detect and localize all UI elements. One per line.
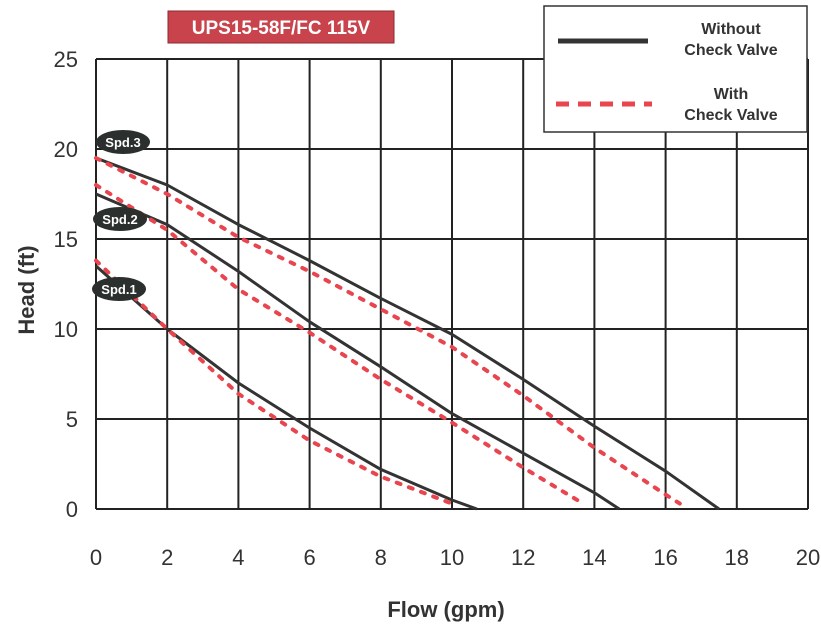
speed-label-3-text: Spd.3 bbox=[105, 135, 140, 150]
curve-with-check-valve-spd3 bbox=[94, 156, 682, 506]
speed-label-1-text: Spd.1 bbox=[101, 282, 136, 297]
y-tick-label: 15 bbox=[54, 227, 78, 252]
curve-with-check-valve-spd2 bbox=[94, 183, 583, 504]
x-axis-title: Flow (gpm) bbox=[387, 597, 504, 622]
y-tick-label: 25 bbox=[54, 47, 78, 72]
y-tick-label: 10 bbox=[54, 317, 78, 342]
tick-labels: 0 2 4 6 8 10 12 14 16 18 20 0 5 10 15 20 25 bbox=[54, 47, 821, 570]
y-tick-label: 20 bbox=[54, 137, 78, 162]
speed-label-2-text: Spd.2 bbox=[102, 212, 137, 227]
grid bbox=[95, 58, 809, 510]
x-tick-label: 20 bbox=[796, 545, 820, 570]
x-tick-label: 0 bbox=[90, 545, 102, 570]
legend-with-line1: With bbox=[714, 86, 749, 103]
speed-labels: Spd.3 Spd.2 Spd.1 bbox=[92, 130, 150, 301]
curve-without-check-valve-spd1 bbox=[95, 264, 478, 511]
model-badge-text: UPS15-58F/FC 115V bbox=[192, 18, 371, 39]
legend-without-line2: Check Valve bbox=[684, 42, 778, 59]
x-tick-label: 14 bbox=[582, 545, 606, 570]
legend-with-line2: Check Valve bbox=[684, 107, 778, 124]
curve-with-check-valve-spd1 bbox=[94, 258, 454, 506]
x-tick-label: 18 bbox=[725, 545, 749, 570]
speed-label-2: Spd.2 bbox=[93, 207, 147, 231]
x-tick-label: 2 bbox=[161, 545, 173, 570]
model-badge-bg bbox=[167, 10, 395, 44]
x-tick-label: 4 bbox=[232, 545, 244, 570]
speed-label-1: Spd.1 bbox=[92, 277, 146, 301]
series-lines bbox=[94, 156, 720, 511]
x-tick-label: 12 bbox=[511, 545, 535, 570]
legend-box bbox=[543, 5, 808, 133]
model-badge: UPS15-58F/FC 115V bbox=[167, 10, 395, 44]
x-tick-label: 16 bbox=[653, 545, 677, 570]
x-tick-label: 6 bbox=[303, 545, 315, 570]
x-tick-label: 10 bbox=[440, 545, 464, 570]
speed-label-3: Spd.3 bbox=[96, 130, 150, 154]
x-tick-label: 8 bbox=[375, 545, 387, 570]
legend: Without Check Valve With Check Valve bbox=[543, 5, 808, 133]
y-axis-title: Head (ft) bbox=[14, 245, 39, 334]
legend-without-line1: Without bbox=[701, 21, 761, 38]
y-tick-label: 0 bbox=[66, 497, 78, 522]
curve-without-check-valve-spd2 bbox=[95, 192, 621, 511]
y-tick-label: 5 bbox=[66, 407, 78, 432]
curve-without-check-valve-spd3 bbox=[95, 156, 720, 511]
